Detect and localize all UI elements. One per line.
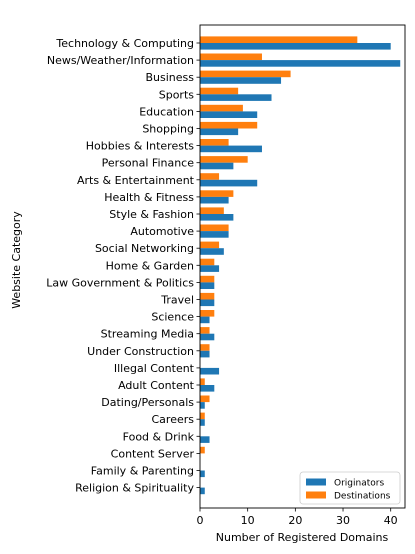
bar-originators — [200, 162, 234, 170]
bar-originators — [200, 214, 234, 221]
y-tick-label: Law Government & Politics — [46, 276, 194, 289]
bar-originators — [200, 402, 205, 409]
bar-destinations — [200, 446, 205, 454]
bar-destinations — [200, 121, 258, 129]
bar-originators — [200, 265, 220, 272]
bar-destinations — [200, 104, 243, 112]
axes-group — [199, 24, 406, 509]
x-tick-label: 10 — [241, 514, 255, 527]
y-tick-label: Personal Finance — [102, 157, 195, 170]
bar-originators — [200, 487, 205, 495]
y-axis-label: Website Category — [10, 211, 23, 309]
y-tick-label: Health & Fitness — [104, 191, 194, 204]
bar-destinations — [200, 87, 239, 95]
bar-originators — [200, 248, 224, 255]
bar-destinations — [200, 378, 205, 385]
bar-originators — [200, 43, 391, 50]
bar-destinations — [200, 327, 210, 334]
bar-destinations — [200, 53, 262, 61]
bar-destinations — [200, 412, 205, 420]
y-tick-label: Hobbies & Interests — [86, 140, 194, 153]
y-tick-label: Illegal Content — [114, 362, 195, 375]
y-ticks-group: Technology & Computing News/Weather/Infor… — [46, 37, 200, 495]
bar-destinations — [200, 36, 358, 43]
bar-originators — [200, 367, 220, 375]
y-tick-label: News/Weather/Information — [47, 54, 194, 67]
y-tick-label: Under Construction — [87, 345, 194, 358]
bar-originators — [200, 231, 229, 238]
x-ticks-group: 0 10 20 30 40 — [197, 508, 398, 527]
y-tick-label: Family & Parenting — [91, 465, 194, 478]
y-tick-label: Careers — [152, 413, 195, 426]
bar-originators — [200, 350, 210, 358]
bar-originators — [200, 128, 239, 136]
bar-destinations — [200, 275, 215, 283]
bar-originators — [200, 385, 215, 392]
bar-destinations — [200, 224, 229, 232]
y-tick-label: Technology & Computing — [55, 37, 194, 50]
plot-frame — [199, 24, 406, 509]
x-tick-label: 0 — [197, 514, 204, 527]
bar-destinations — [200, 139, 229, 146]
y-tick-label: Home & Garden — [106, 259, 194, 272]
x-tick-label: 20 — [288, 514, 302, 527]
bar-destinations — [200, 207, 224, 214]
legend-swatch — [306, 478, 326, 486]
bar-destinations — [200, 292, 215, 300]
y-tick-label: Adult Content — [118, 379, 195, 392]
bar-originators — [200, 333, 215, 341]
y-tick-label: Sports — [159, 88, 195, 101]
y-tick-label: Business — [145, 71, 194, 84]
bar-destinations — [200, 310, 215, 317]
bar-destinations — [200, 344, 210, 351]
y-tick-label: Science — [151, 311, 194, 324]
y-tick-label: Social Networking — [95, 242, 194, 255]
bars-group — [200, 36, 401, 495]
y-tick-label: Education — [139, 105, 194, 118]
bar-originators — [200, 111, 258, 118]
y-tick-label: Travel — [160, 294, 194, 307]
bar-originators — [200, 60, 401, 67]
y-tick-label: Shopping — [142, 123, 194, 136]
bar-originators — [200, 470, 205, 478]
bar-originators — [200, 299, 215, 307]
x-axis-label: Number of Registered Domains — [216, 531, 389, 544]
bar-originators — [200, 77, 282, 84]
x-tick-label: 40 — [384, 514, 398, 527]
bar-originators — [200, 196, 229, 204]
y-tick-label: Food & Drink — [123, 430, 195, 443]
bar-destinations — [200, 395, 210, 403]
bar-originators — [200, 316, 210, 324]
bar-originators — [200, 436, 210, 443]
y-tick-label: Style & Fashion — [109, 208, 194, 221]
legend-label: Destinations — [334, 492, 391, 502]
bar-originators — [200, 145, 262, 153]
bar-originators — [200, 419, 205, 426]
legend: Originators Destinations — [299, 471, 401, 505]
y-tick-label: Arts & Entertainment — [77, 174, 195, 187]
y-tick-label: Religion & Spirituality — [75, 482, 194, 495]
bar-destinations — [200, 258, 215, 266]
y-tick-label: Automotive — [130, 225, 194, 238]
bar-originators — [200, 179, 258, 187]
bar-originators — [200, 94, 272, 101]
x-tick-label: 30 — [336, 514, 350, 527]
bar-originators — [200, 282, 215, 289]
y-tick-label: Content Server — [111, 447, 195, 460]
bar-destinations — [200, 156, 248, 163]
legend-swatch — [306, 491, 326, 499]
bar-destinations — [200, 70, 291, 78]
y-tick-label: Streaming Media — [101, 328, 194, 341]
bar-destinations — [200, 241, 220, 249]
y-tick-label: Dating/Personals — [101, 396, 194, 409]
bar-destinations — [200, 190, 234, 197]
legend-label: Originators — [334, 479, 384, 489]
bar-destinations — [200, 173, 220, 180]
